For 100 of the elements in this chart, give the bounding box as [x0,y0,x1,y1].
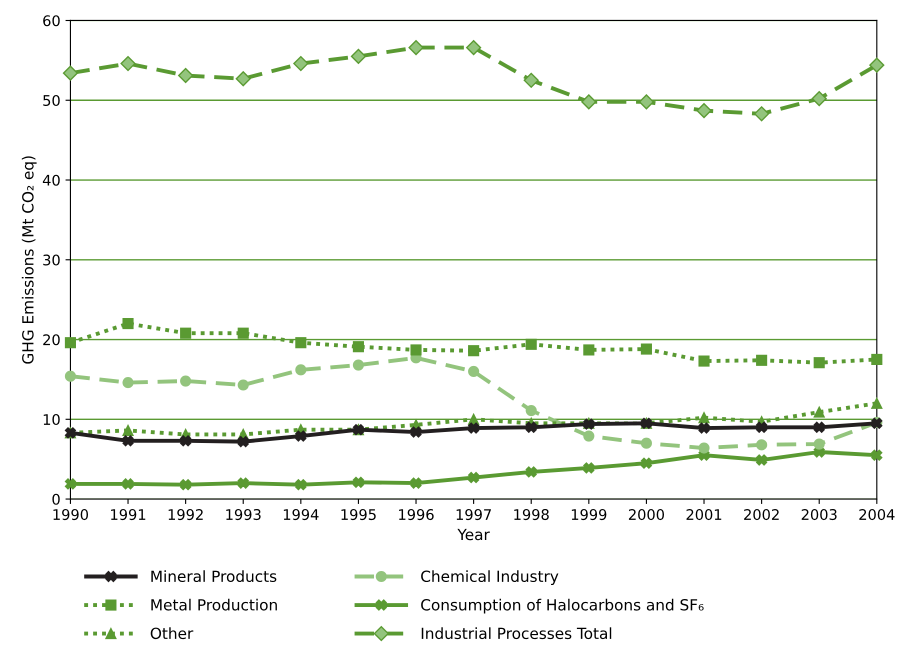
point [814,357,825,368]
x-tick-label: 1991 [111,509,146,520]
point [871,398,882,409]
x-tick-label: 1992 [168,509,203,520]
point [583,344,594,356]
point [180,479,192,490]
point [352,341,364,352]
point [581,94,596,110]
x-tick-label: 2002 [744,509,779,520]
point [756,354,768,366]
x-tick-label: 1990 [53,509,88,520]
x-tick-label: 1993 [226,509,261,520]
point [640,344,652,355]
point [814,438,825,450]
point [410,426,422,438]
x-tick-label: 2004 [859,509,895,520]
point [120,56,136,72]
point [468,422,480,434]
point [295,430,306,442]
point [526,466,537,478]
legend-label: Consumption of Halocarbons and SF₆ [421,598,704,614]
point [295,337,306,348]
point [408,40,424,56]
point [871,354,882,366]
legend-label: Mineral Products [151,570,276,582]
point [180,328,192,339]
point [180,435,192,446]
x-tick-label: 2000 [628,509,664,520]
point [526,338,537,350]
x-tick-label: 2001 [686,509,722,520]
point [410,478,422,489]
point [640,438,652,449]
point [526,422,537,433]
point [754,106,770,122]
point [238,379,249,391]
point [122,377,134,388]
point [64,478,76,490]
point [812,91,827,106]
point [352,476,364,488]
point [814,406,825,418]
y-tick-label: 30 [43,254,60,266]
point [238,328,249,339]
point [468,472,480,484]
y-tick-label: 60 [43,15,60,26]
point [122,318,134,330]
point [352,360,364,371]
x-tick-label: 1996 [399,509,434,520]
point [238,436,249,448]
point [869,58,884,73]
point [640,458,652,469]
point [410,344,422,356]
point [468,366,480,377]
point [295,364,306,376]
point [293,56,308,72]
point [236,71,251,86]
x-tick-label: 1998 [514,509,549,520]
legend-label: Metal Production [151,598,277,611]
point [698,442,710,454]
y-axis-title: GHG Emissions (Mt CO₂ eq) [22,156,37,364]
x-axis-title: Year [457,528,490,540]
point [295,479,306,490]
legend-label: Chemical Industry [421,570,558,586]
point [696,103,712,118]
point [122,435,134,446]
y-tick-label: 20 [43,334,60,346]
y-tick-label: 40 [42,174,60,186]
point [350,48,366,64]
point [756,454,768,466]
point [178,68,194,84]
y-tick-label: 50 [43,94,60,106]
point [583,430,594,442]
point [698,422,710,434]
point [814,422,825,433]
point [756,422,768,433]
point [638,94,654,110]
point [756,439,768,450]
point [524,72,539,88]
point [238,478,249,489]
point [122,478,134,490]
point [871,450,882,461]
point [698,412,710,424]
x-tick-label: 2003 [802,509,837,520]
y-tick-label: 10 [44,414,60,426]
point [526,404,537,416]
legend-label: Other [150,627,194,640]
point [468,345,480,356]
point [62,66,78,81]
point [64,337,76,348]
x-tick-label: 1997 [456,509,491,520]
point [583,462,594,474]
x-tick-label: 1994 [284,509,319,520]
y-tick-label: 0 [52,494,60,505]
x-tick-label: 1995 [341,509,376,520]
point [122,424,134,436]
point [466,40,482,56]
point [180,375,192,387]
x-tick-label: 1999 [572,509,606,520]
legend-label: Industrial Processes Total [422,627,612,640]
point [698,356,710,367]
point [64,370,76,382]
